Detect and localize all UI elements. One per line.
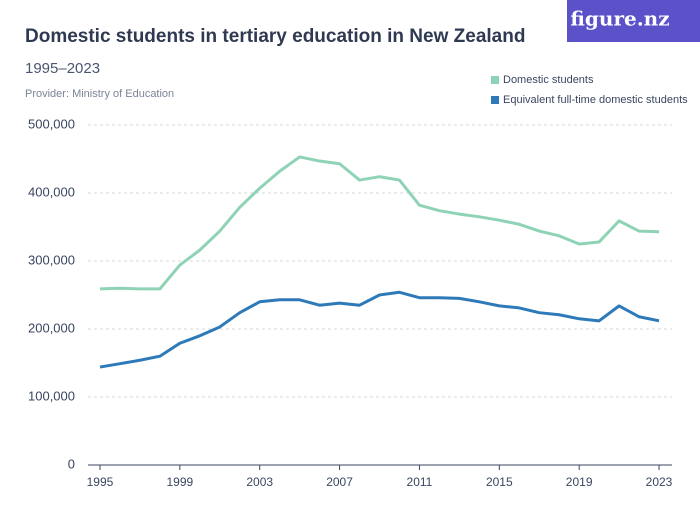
- logo-box: [567, 0, 700, 42]
- y-tick-label: 300,000: [28, 252, 75, 267]
- legend-label: Equivalent full-time domestic students: [503, 94, 688, 106]
- legend-swatch: [491, 96, 499, 104]
- y-tick-label: 200,000: [28, 320, 75, 335]
- x-tick-label: 1999: [166, 475, 193, 489]
- x-tick-label: 1995: [87, 475, 114, 489]
- chart-title: Domestic students in tertiary education …: [25, 26, 525, 47]
- y-tick-label: 0: [68, 456, 75, 471]
- series-line: [99, 290, 660, 369]
- logo: figure.nz: [570, 7, 669, 31]
- x-tick-label: 2023: [646, 475, 673, 489]
- legend-label: Domestic students: [503, 74, 594, 86]
- x-tick-label: 2007: [326, 475, 353, 489]
- y-tick-label: 100,000: [28, 388, 75, 403]
- y-tick-label: 400,000: [28, 184, 75, 199]
- series-line: [99, 155, 660, 291]
- x-tick-label: 2019: [566, 475, 593, 489]
- x-tick-label: 2015: [486, 475, 513, 489]
- legend-swatch: [491, 76, 499, 84]
- x-tick-label: 2003: [246, 475, 273, 489]
- subtitle: 1995–2023: [25, 60, 100, 77]
- y-tick-label: 500,000: [28, 116, 75, 131]
- source: Provider: Ministry of Education: [25, 88, 174, 100]
- x-tick-label: 2011: [407, 475, 433, 489]
